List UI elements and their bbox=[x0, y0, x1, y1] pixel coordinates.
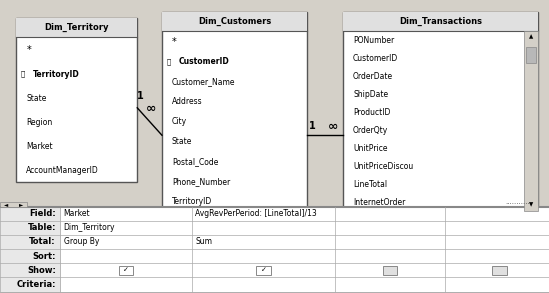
Text: City: City bbox=[172, 117, 187, 126]
FancyBboxPatch shape bbox=[256, 266, 271, 275]
Text: Customer_Name: Customer_Name bbox=[172, 77, 236, 86]
Text: PONumber: PONumber bbox=[353, 36, 394, 45]
Text: AvgRevPerPeriod: [LineTotal]/13: AvgRevPerPeriod: [LineTotal]/13 bbox=[195, 209, 317, 218]
Text: Table:: Table: bbox=[27, 223, 56, 232]
FancyBboxPatch shape bbox=[0, 0, 549, 205]
FancyBboxPatch shape bbox=[16, 18, 137, 182]
Text: CustomerID: CustomerID bbox=[178, 57, 229, 66]
Text: Sort:: Sort: bbox=[32, 252, 56, 261]
Text: Dim_Territory: Dim_Territory bbox=[64, 223, 115, 232]
Text: UnitPrice: UnitPrice bbox=[353, 144, 388, 153]
FancyBboxPatch shape bbox=[492, 266, 507, 275]
Text: Region: Region bbox=[26, 118, 53, 127]
FancyBboxPatch shape bbox=[60, 207, 549, 292]
Text: Sum: Sum bbox=[195, 237, 212, 246]
Text: Market: Market bbox=[26, 142, 53, 151]
FancyBboxPatch shape bbox=[343, 12, 538, 211]
Text: Criteria:: Criteria: bbox=[16, 280, 56, 289]
Text: InternetOrder: InternetOrder bbox=[353, 198, 405, 207]
Text: TerritoryID: TerritoryID bbox=[33, 70, 80, 79]
Text: Total:: Total: bbox=[30, 237, 56, 246]
FancyBboxPatch shape bbox=[343, 12, 538, 31]
Text: CustomerID: CustomerID bbox=[353, 54, 398, 63]
Text: AccountManagerID: AccountManagerID bbox=[26, 166, 99, 175]
FancyBboxPatch shape bbox=[526, 47, 536, 63]
Text: ▲: ▲ bbox=[529, 35, 533, 40]
Text: Market: Market bbox=[64, 209, 90, 218]
FancyBboxPatch shape bbox=[0, 207, 549, 292]
Text: 🔑: 🔑 bbox=[21, 71, 25, 77]
Text: ◄: ◄ bbox=[4, 202, 9, 207]
Text: Postal_Code: Postal_Code bbox=[172, 157, 218, 166]
Text: ►: ► bbox=[19, 202, 23, 207]
Text: Field:: Field: bbox=[29, 209, 56, 218]
Text: Show:: Show: bbox=[27, 266, 56, 275]
Text: ✓: ✓ bbox=[261, 267, 266, 273]
FancyBboxPatch shape bbox=[524, 31, 538, 211]
Text: OrderQty: OrderQty bbox=[353, 126, 388, 135]
Text: State: State bbox=[172, 137, 192, 146]
FancyBboxPatch shape bbox=[162, 12, 307, 31]
Text: State: State bbox=[26, 94, 47, 103]
Text: 1: 1 bbox=[309, 122, 315, 132]
Text: *: * bbox=[26, 45, 31, 55]
Text: ✓: ✓ bbox=[124, 267, 129, 273]
Text: LineTotal: LineTotal bbox=[353, 180, 387, 189]
Text: UnitPriceDiscou: UnitPriceDiscou bbox=[353, 162, 413, 171]
FancyBboxPatch shape bbox=[119, 266, 133, 275]
Text: TerritoryID: TerritoryID bbox=[172, 197, 212, 207]
Text: Dim_Transactions: Dim_Transactions bbox=[399, 17, 482, 26]
FancyBboxPatch shape bbox=[16, 18, 137, 37]
Text: 🔑: 🔑 bbox=[166, 59, 171, 65]
Text: 1: 1 bbox=[137, 91, 143, 101]
Text: Dim_Customers: Dim_Customers bbox=[198, 17, 271, 26]
Text: Dim_Territory: Dim_Territory bbox=[44, 23, 109, 32]
Text: OrderDate: OrderDate bbox=[353, 72, 393, 81]
Text: ∞: ∞ bbox=[146, 102, 156, 115]
FancyBboxPatch shape bbox=[0, 207, 60, 292]
Text: *: * bbox=[172, 37, 177, 47]
FancyBboxPatch shape bbox=[162, 12, 307, 211]
Text: ProductID: ProductID bbox=[353, 108, 390, 117]
Text: Phone_Number: Phone_Number bbox=[172, 178, 230, 186]
Text: ShipDate: ShipDate bbox=[353, 90, 388, 99]
Text: Group By: Group By bbox=[64, 237, 99, 246]
FancyBboxPatch shape bbox=[383, 266, 397, 275]
Text: ▼: ▼ bbox=[529, 202, 533, 207]
Text: ············: ············ bbox=[506, 201, 533, 207]
Text: Address: Address bbox=[172, 97, 203, 106]
FancyBboxPatch shape bbox=[0, 202, 27, 207]
Text: ∞: ∞ bbox=[328, 120, 338, 133]
